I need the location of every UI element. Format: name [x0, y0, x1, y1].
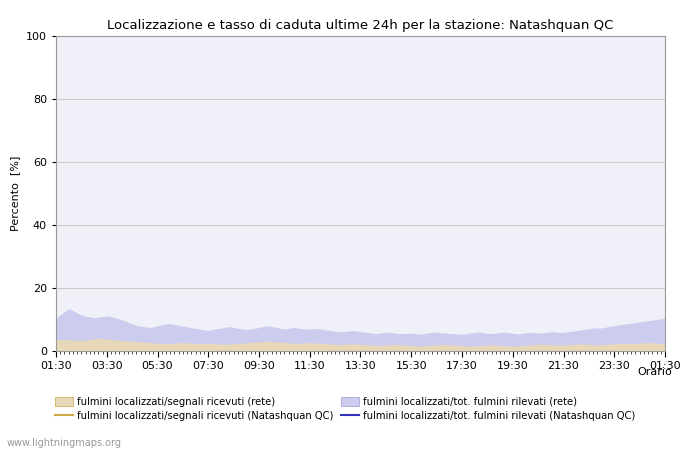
Text: www.lightningmaps.org: www.lightningmaps.org [7, 438, 122, 448]
Legend: fulmini localizzati/segnali ricevuti (rete), fulmini localizzati/segnali ricevut: fulmini localizzati/segnali ricevuti (re… [55, 397, 636, 421]
Text: Orario: Orario [637, 367, 672, 377]
Y-axis label: Percento  [%]: Percento [%] [10, 156, 20, 231]
Title: Localizzazione e tasso di caduta ultime 24h per la stazione: Natashquan QC: Localizzazione e tasso di caduta ultime … [107, 19, 614, 32]
